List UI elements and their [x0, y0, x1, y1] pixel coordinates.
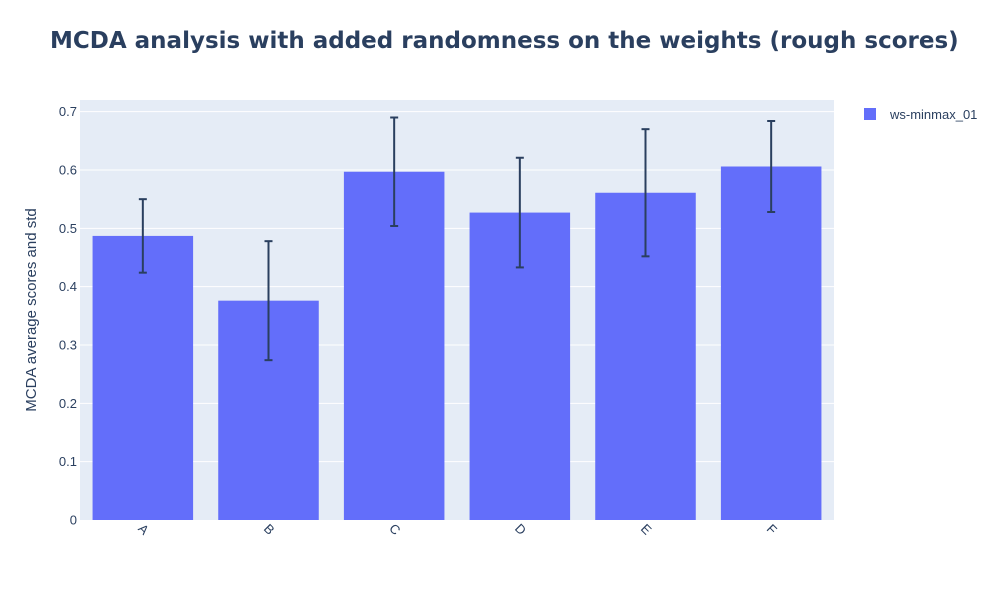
- legend-swatch[interactable]: [864, 108, 876, 120]
- bar: [343, 171, 445, 520]
- grid-lines: [80, 111, 834, 463]
- y-axis-ticks: 0 0.1 0.2 0.3 0.4 0.5 0.6 0.7: [59, 104, 77, 527]
- y-tick-label: 0: [70, 513, 77, 528]
- y-tick-label: 0.5: [59, 221, 77, 236]
- bar: [92, 235, 194, 520]
- x-tick-label: B: [261, 521, 278, 538]
- y-tick-label: 0.2: [59, 396, 77, 411]
- y-tick-label: 0.7: [59, 104, 77, 119]
- bars: [92, 166, 822, 521]
- y-axis-title: MCDA average scores and std: [23, 208, 40, 411]
- legend-label[interactable]: ws-minmax_01: [889, 107, 977, 122]
- x-axis-ticks: A B C D E F: [135, 521, 780, 538]
- x-tick-label: D: [512, 521, 529, 538]
- x-tick-label: E: [638, 521, 655, 538]
- bar: [720, 166, 822, 520]
- y-tick-label: 0.6: [59, 163, 77, 178]
- x-tick-label: F: [764, 521, 780, 537]
- y-tick-label: 0.1: [59, 454, 77, 469]
- x-tick-label: A: [135, 521, 152, 538]
- chart-title: MCDA analysis with added randomness on t…: [50, 28, 959, 54]
- error-bars: [138, 116, 776, 362]
- y-tick-label: 0.4: [59, 279, 77, 294]
- y-tick-label: 0.3: [59, 338, 77, 353]
- x-tick-label: C: [386, 521, 403, 538]
- legend[interactable]: ws-minmax_01: [864, 107, 977, 122]
